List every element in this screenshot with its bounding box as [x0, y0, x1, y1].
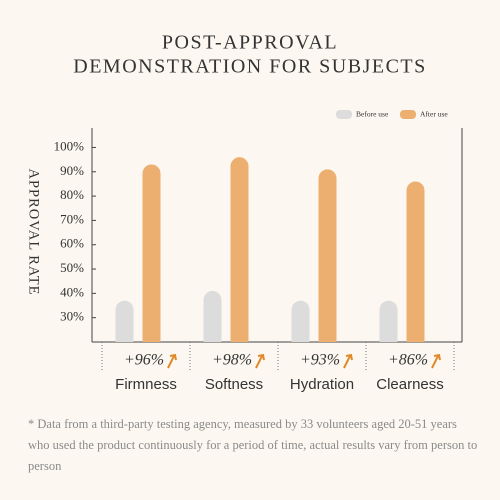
bar	[291, 300, 310, 342]
y-tick-label: 70%	[60, 211, 84, 226]
legend-swatch	[400, 110, 416, 119]
annotation: +96%	[124, 352, 164, 369]
y-tick-label: 90%	[60, 163, 84, 178]
footnote: * Data from a third-party testing agency…	[28, 417, 478, 473]
bar	[203, 290, 222, 342]
y-tick-label: 80%	[60, 187, 84, 202]
x-tick-label: Firmness	[115, 376, 177, 393]
arrow-icon	[431, 353, 441, 369]
y-tick-label: 100%	[54, 138, 85, 153]
annotation: +93%	[300, 352, 340, 369]
y-tick-label: 60%	[60, 236, 84, 251]
annotation: +98%	[212, 352, 252, 369]
x-tick-label: Softness	[205, 376, 263, 393]
chart-title: DEMONSTRATION FOR SUBJECTS	[73, 56, 427, 78]
legend-label: After use	[420, 110, 448, 119]
bar	[318, 169, 337, 342]
arrow-icon	[255, 353, 265, 369]
x-tick-label: Hydration	[290, 376, 354, 393]
bar	[230, 157, 249, 342]
y-tick-label: 40%	[60, 284, 84, 299]
y-tick-label: 30%	[60, 309, 84, 324]
arrow-icon	[343, 353, 353, 369]
x-tick-label: Clearness	[376, 376, 444, 393]
bar	[406, 181, 425, 342]
chart-title: POST-APPROVAL	[162, 32, 338, 54]
legend-label: Before use	[356, 110, 389, 119]
legend-swatch	[336, 110, 352, 119]
y-axis-label: APPROVAL RATE	[26, 168, 42, 295]
bar	[142, 164, 161, 342]
y-tick-label: 50%	[60, 260, 84, 275]
annotation: +86%	[388, 352, 428, 369]
arrow-icon	[167, 353, 177, 369]
bar	[115, 300, 134, 342]
bar	[379, 300, 398, 342]
